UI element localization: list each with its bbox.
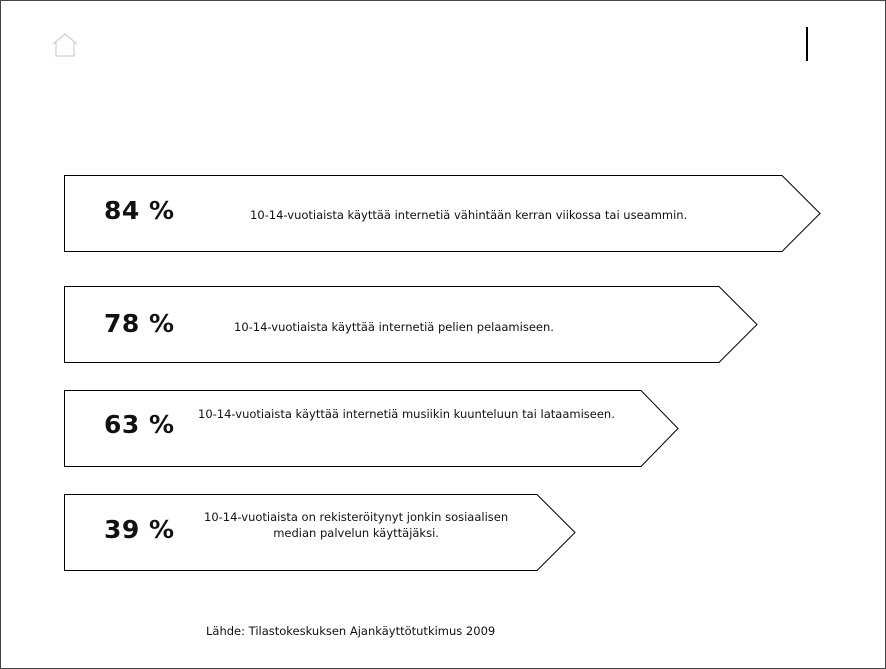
stat-text-1: 10-14-vuotiaista käyttää internetiä vähi… bbox=[250, 207, 687, 223]
stat-value-2: 78 % bbox=[104, 309, 175, 338]
stat-text-3-line-1: 10-14-vuotiaista käyttää internetiä musi… bbox=[198, 407, 615, 421]
stat-text-4-line-2: median palvelun käyttäjäksi. bbox=[273, 526, 439, 540]
stat-text-2-line-1: 10-14-vuotiaista käyttää internetiä peli… bbox=[234, 320, 554, 334]
arrow-shape-2 bbox=[64, 286, 758, 363]
stat-text-4: 10-14-vuotiaista on rekisteröitynyt jonk… bbox=[204, 509, 508, 541]
vertical-divider bbox=[806, 27, 808, 61]
stat-value-3: 63 % bbox=[104, 410, 175, 439]
stat-text-3: 10-14-vuotiaista käyttää internetiä musi… bbox=[198, 406, 615, 422]
home-icon[interactable] bbox=[51, 31, 79, 59]
source-citation: Lähde: Tilastokeskuksen Ajankäyttötutkim… bbox=[206, 624, 496, 638]
stat-value-4: 39 % bbox=[104, 515, 175, 544]
stat-value-1: 84 % bbox=[104, 196, 175, 225]
stat-text-2: 10-14-vuotiaista käyttää internetiä peli… bbox=[234, 319, 554, 335]
arrow-shape-4 bbox=[64, 494, 576, 571]
arrow-shape-1 bbox=[64, 175, 821, 252]
stat-text-4-line-1: 10-14-vuotiaista on rekisteröitynyt jonk… bbox=[204, 510, 509, 524]
stat-text-1-line-1: 10-14-vuotiaista käyttää internetiä vähi… bbox=[250, 208, 688, 222]
arrow-shape-3 bbox=[64, 390, 679, 467]
